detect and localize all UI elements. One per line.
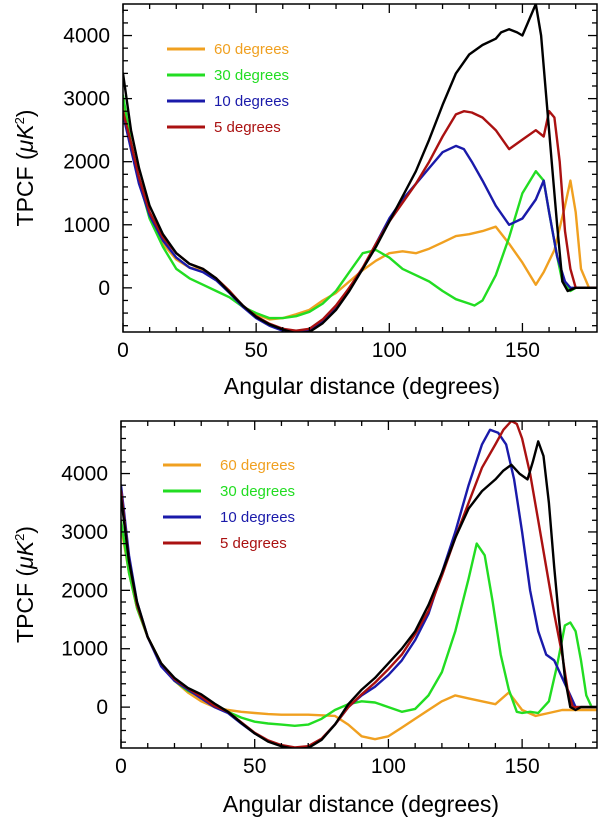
x-axis-title: Angular distance (degrees) [223,791,499,817]
y-axis-title: TPCF (μK2) [12,110,38,227]
legend-label: 30 degrees [220,483,295,500]
y-tick-label: 2000 [63,151,110,174]
y-tick-label: 1000 [61,638,108,661]
legend-label: 10 degrees [220,509,295,526]
series-line-10-degrees [121,428,597,748]
legend-label: 5 degrees [214,119,281,136]
x-tick-label: 50 [244,339,267,362]
y-tick-label: 2000 [61,579,108,602]
y-tick-label: 3000 [63,88,110,111]
series-line-60-degrees [123,103,597,321]
plot-area [121,421,597,748]
y-tick-label: 0 [96,696,108,719]
legend-label: 60 degrees [220,457,295,474]
series-line-black [121,440,597,748]
chart-panel-bottom: 0 50 100 150 0 1000 2000 3000 4000 Angular distan… [12,420,598,817]
y-tick-label: 0 [98,277,110,300]
legend-label: 5 degrees [220,535,287,552]
x-tick-label: 50 [243,755,266,778]
axes-frame [120,420,598,749]
plot-area [123,4,597,332]
legend-label: 10 degrees [214,93,289,110]
series-line-5-degrees [121,421,597,748]
x-tick-label: 150 [505,339,540,362]
legend-label: 30 degrees [214,67,289,84]
x-axis-title: Angular distance (degrees) [224,373,500,399]
legend: 60 degrees 30 degrees 10 degrees 5 degrees [163,457,295,552]
y-tick-label: 4000 [63,25,110,48]
legend: 60 degrees 30 degrees 10 degrees 5 degrees [167,41,289,136]
x-tick-label: 0 [115,755,127,778]
y-axis-title: TPCF (μK2) [12,526,38,643]
series-line-black [123,4,597,332]
y-tick-label: 4000 [61,463,108,486]
y-tick-label: 3000 [61,521,108,544]
chart-panel-top: 0 50 100 150 0 1000 2000 3000 4000 Angular distan… [12,3,598,399]
y-tick-label: 1000 [63,214,110,237]
x-tick-label: 0 [117,339,129,362]
axes-frame [122,3,598,333]
x-tick-label: 100 [371,755,406,778]
legend-label: 60 degrees [214,41,289,58]
series-line-60-degrees [121,524,597,741]
x-tick-label: 100 [372,339,407,362]
series-line-10-degrees [123,113,597,332]
x-tick-label: 150 [505,755,540,778]
